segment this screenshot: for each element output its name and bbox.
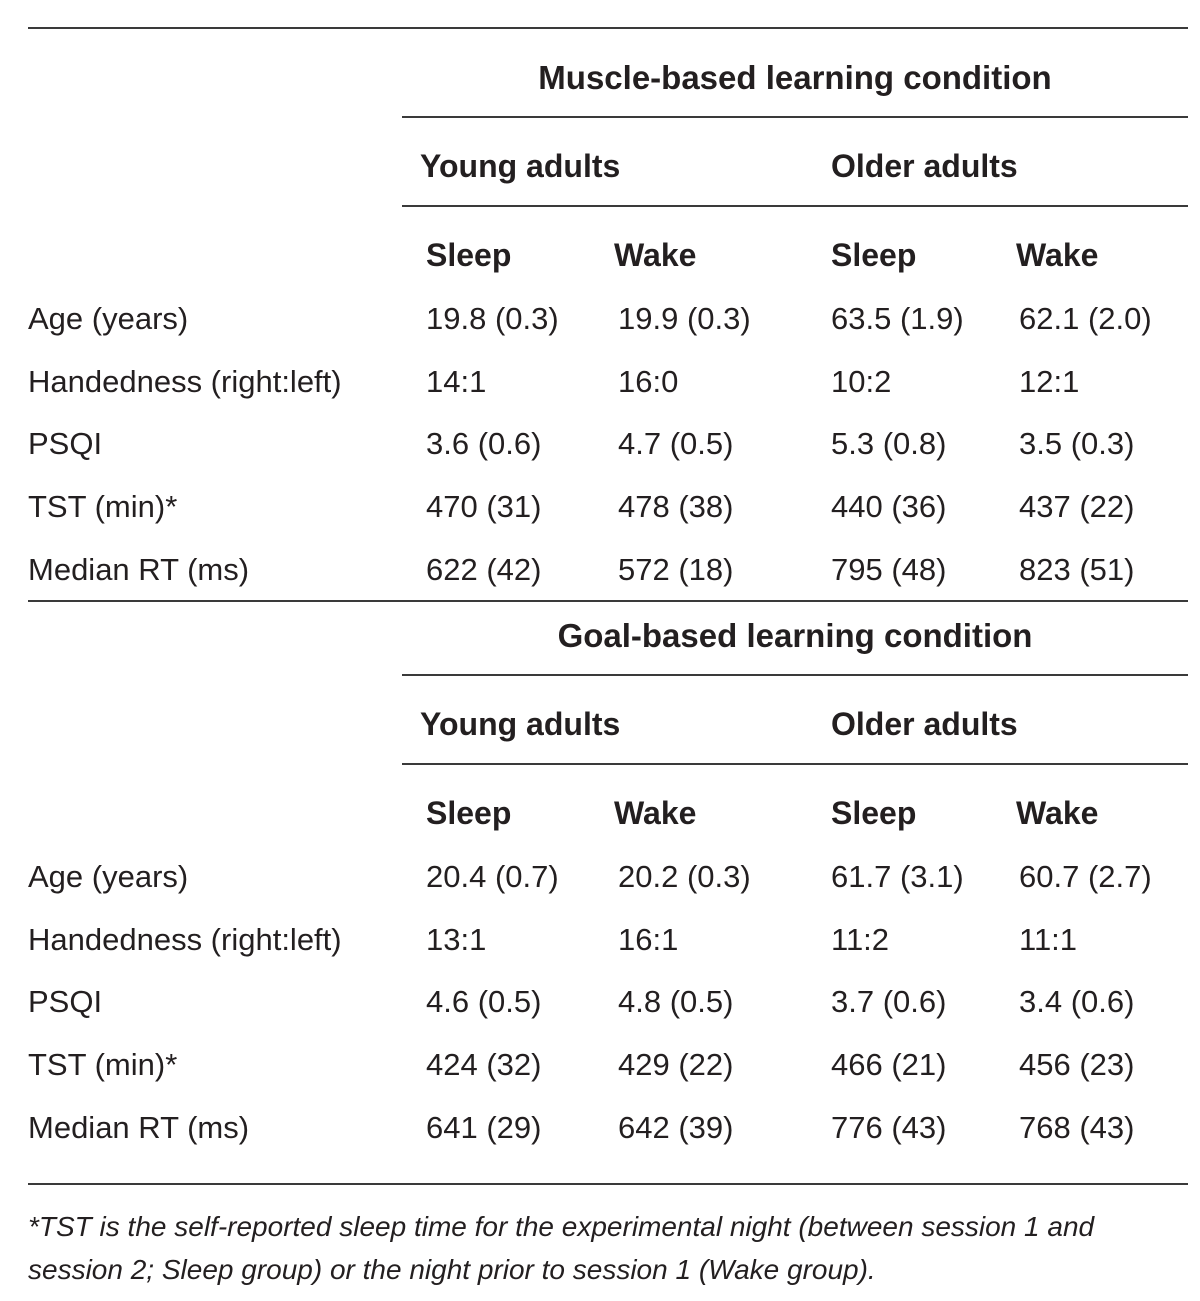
table-cell: 4.8 (0.5) [618, 986, 733, 1017]
table-cell: 20.2 (0.3) [618, 861, 751, 892]
row-label: Median RT (ms) [28, 1112, 249, 1143]
table-cell: 20.4 (0.7) [426, 861, 559, 892]
table-cell: 642 (39) [618, 1112, 733, 1143]
condition-rule [402, 116, 1188, 118]
column-heading: Wake [1016, 797, 1098, 829]
condition-rule [402, 674, 1188, 676]
table-cell: 776 (43) [831, 1112, 946, 1143]
table-cell: 768 (43) [1019, 1112, 1134, 1143]
table-cell: 63.5 (1.9) [831, 303, 964, 334]
table-cell: 11:2 [831, 924, 889, 955]
table-cell: 478 (38) [618, 491, 733, 522]
row-label: TST (min)* [28, 1049, 177, 1080]
table-cell: 11:1 [1019, 924, 1077, 955]
column-heading: Wake [614, 797, 696, 829]
table-cell: 440 (36) [831, 491, 946, 522]
table-cell: 5.3 (0.8) [831, 428, 946, 459]
group-heading-older: Older adults [831, 150, 1018, 182]
table-cell: 13:1 [426, 924, 486, 955]
group-heading-older: Older adults [831, 708, 1018, 740]
table-cell: 10:2 [831, 366, 891, 397]
row-label: PSQI [28, 986, 102, 1017]
row-label: Age (years) [28, 303, 188, 334]
column-heading: Sleep [831, 239, 916, 271]
column-heading: Sleep [426, 797, 511, 829]
table-cell: 572 (18) [618, 554, 733, 585]
table-cell: 16:0 [618, 366, 678, 397]
row-label: Handedness (right:left) [28, 924, 342, 955]
table-cell: 3.7 (0.6) [831, 986, 946, 1017]
table-cell: 14:1 [426, 366, 486, 397]
table-cell: 19.9 (0.3) [618, 303, 751, 334]
table-cell: 3.5 (0.3) [1019, 428, 1134, 459]
table-cell: 62.1 (2.0) [1019, 303, 1152, 334]
table-cell: 466 (21) [831, 1049, 946, 1080]
top-rule [28, 27, 1188, 29]
table-cell: 456 (23) [1019, 1049, 1134, 1080]
table-cell: 795 (48) [831, 554, 946, 585]
table-cell: 823 (51) [1019, 554, 1134, 585]
column-heading: Wake [614, 239, 696, 271]
row-label: PSQI [28, 428, 102, 459]
condition-heading: Goal-based learning condition [402, 619, 1188, 652]
row-label: Median RT (ms) [28, 554, 249, 585]
table-cell: 12:1 [1019, 366, 1079, 397]
table-cell: 429 (22) [618, 1049, 733, 1080]
condition-heading: Muscle-based learning condition [402, 61, 1188, 94]
row-label: Handedness (right:left) [28, 366, 342, 397]
table-cell: 60.7 (2.7) [1019, 861, 1152, 892]
table-cell: 424 (32) [426, 1049, 541, 1080]
column-heading: Sleep [831, 797, 916, 829]
table-cell: 61.7 (3.1) [831, 861, 964, 892]
panel-divider-rule [28, 600, 1188, 602]
table-cell: 622 (42) [426, 554, 541, 585]
table-cell: 4.7 (0.5) [618, 428, 733, 459]
table-cell: 3.4 (0.6) [1019, 986, 1134, 1017]
table-cell: 641 (29) [426, 1112, 541, 1143]
column-heading: Sleep [426, 239, 511, 271]
table-cell: 470 (31) [426, 491, 541, 522]
group-rule [402, 205, 1188, 207]
table-cell: 16:1 [618, 924, 678, 955]
row-label: TST (min)* [28, 491, 177, 522]
table-footnote: *TST is the self-reported sleep time for… [28, 1205, 1188, 1291]
row-label: Age (years) [28, 861, 188, 892]
table-cell: 3.6 (0.6) [426, 428, 541, 459]
bottom-rule [28, 1183, 1188, 1185]
group-heading-young: Young adults [420, 708, 620, 740]
group-rule [402, 763, 1188, 765]
table-cell: 437 (22) [1019, 491, 1134, 522]
column-heading: Wake [1016, 239, 1098, 271]
table-cell: 19.8 (0.3) [426, 303, 559, 334]
group-heading-young: Young adults [420, 150, 620, 182]
table-cell: 4.6 (0.5) [426, 986, 541, 1017]
